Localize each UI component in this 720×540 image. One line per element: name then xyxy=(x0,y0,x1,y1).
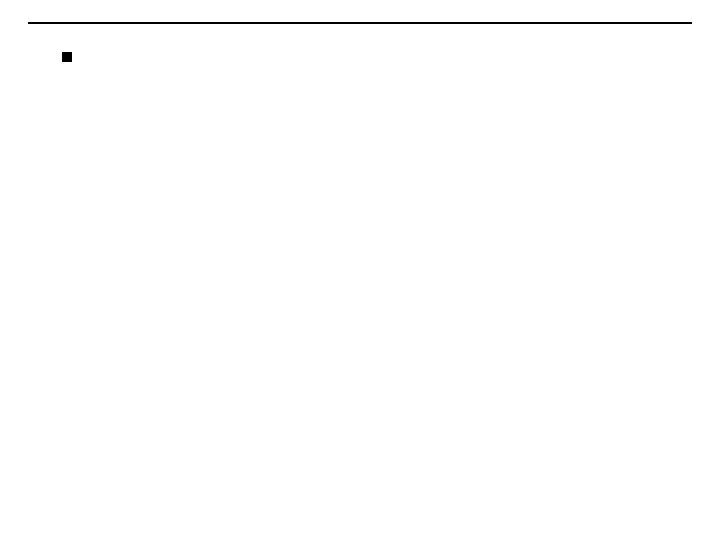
terms-table xyxy=(380,306,700,311)
term-diagram xyxy=(10,305,360,505)
rule-1 xyxy=(114,68,692,88)
th-equal xyxy=(593,306,700,311)
th-blank xyxy=(487,306,594,311)
bullet-1 xyxy=(62,46,692,62)
numbered-rules xyxy=(114,68,692,110)
bullet-marker xyxy=(62,52,72,62)
slide-title xyxy=(28,18,692,24)
th-terms xyxy=(380,306,487,311)
rule-2 xyxy=(114,90,692,110)
